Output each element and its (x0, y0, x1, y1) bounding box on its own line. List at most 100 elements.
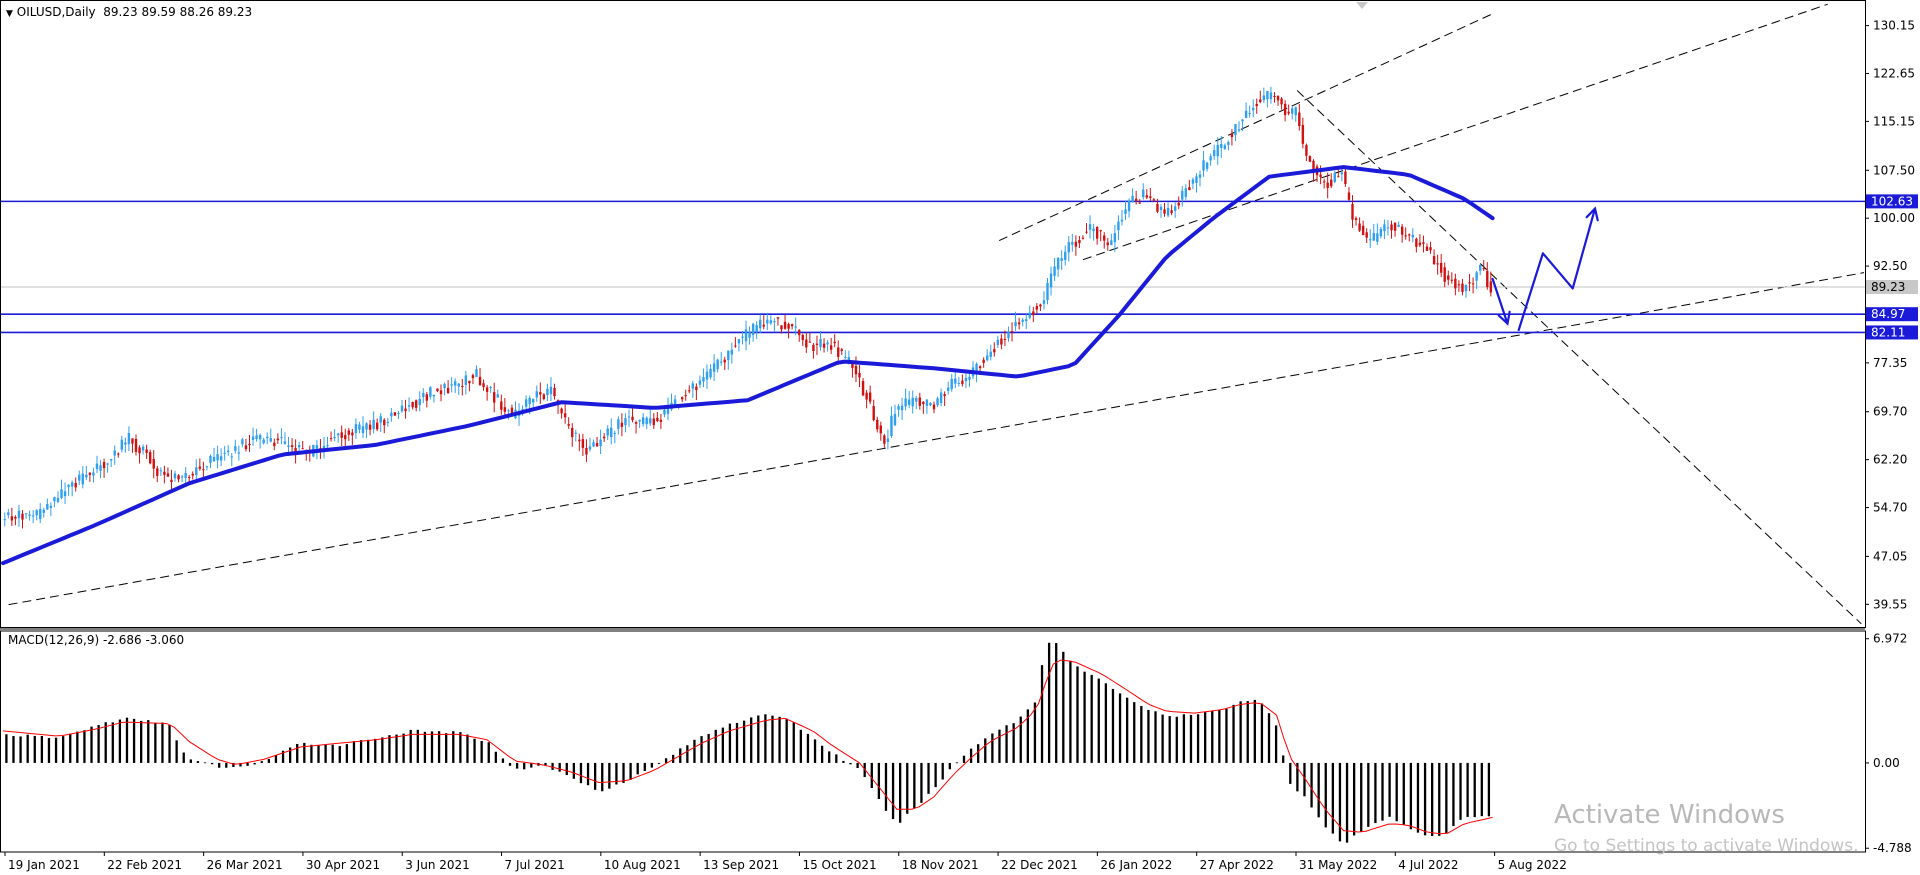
macd-bar (1310, 762, 1313, 808)
macd-bar (1438, 762, 1441, 836)
candle-body (968, 376, 971, 380)
candle (450, 377, 453, 393)
candle (24, 512, 28, 519)
macd-bar (969, 748, 973, 763)
candle (177, 474, 180, 483)
candle (822, 338, 826, 353)
candle-body (695, 386, 698, 391)
macd-bar (1047, 642, 1051, 763)
symbol-timeframe: OILUSD,Daily (16, 5, 96, 19)
drawn-arrow-1[interactable] (1491, 277, 1511, 326)
candle-body (801, 335, 804, 341)
drawn-arrows[interactable] (1491, 206, 1599, 332)
trendline-3[interactable] (998, 13, 1493, 241)
macd-bar (140, 720, 143, 763)
candle-body (134, 438, 138, 452)
trendline-5[interactable] (1296, 90, 1862, 625)
candle-body (606, 428, 609, 436)
macd-bar (1317, 762, 1320, 818)
candle-body (641, 417, 645, 425)
macd-bar (998, 729, 1001, 763)
candle-body (152, 458, 155, 469)
candle-body (457, 383, 460, 387)
candle (982, 357, 985, 368)
candle-body (170, 479, 173, 483)
candle-body (21, 513, 24, 520)
macd-bar (274, 755, 278, 763)
candle (393, 412, 397, 417)
candle-body (85, 474, 88, 478)
candle (829, 337, 833, 354)
candle-body (1216, 144, 1219, 157)
macd-bar (1487, 762, 1491, 817)
candle-body (900, 405, 904, 411)
x-tick-label: 26 Mar 2021 (207, 858, 283, 872)
candle-body (744, 329, 748, 342)
candle-body (315, 445, 319, 452)
candle-body (1273, 95, 1276, 97)
candle (1014, 311, 1017, 331)
horizontal-levels[interactable] (1, 200, 1865, 334)
candle (641, 413, 645, 427)
candle-body (347, 430, 350, 435)
macd-bar (565, 762, 568, 776)
macd-bar (1125, 697, 1129, 763)
candle (1071, 233, 1074, 252)
drawn-arrow-2[interactable] (1517, 206, 1599, 332)
macd-bar (1076, 666, 1079, 763)
collapse-arrow-icon[interactable]: ▼ (6, 9, 13, 19)
candle (329, 431, 333, 442)
macd-bar (906, 762, 909, 814)
candle-body (865, 392, 868, 400)
trendline-1[interactable] (8, 332, 1530, 606)
candle-body (301, 448, 304, 450)
candle (890, 406, 893, 438)
candle (592, 439, 595, 448)
macd-bar (1083, 671, 1086, 763)
trendline-4[interactable] (1082, 3, 1828, 261)
candle-body (1120, 219, 1124, 222)
candle-body (1117, 221, 1120, 231)
shift-marker-icon[interactable] (1356, 2, 1368, 9)
macd-bar (828, 751, 831, 763)
trendline-2[interactable] (1529, 272, 1865, 334)
candle-body (1266, 91, 1269, 100)
candle (1142, 183, 1145, 200)
candle-body (610, 427, 613, 438)
candle-body (996, 339, 1000, 345)
candle-body (532, 398, 535, 403)
macd-bar (835, 754, 838, 763)
candle-body (829, 345, 833, 350)
candle-body (1429, 247, 1432, 251)
candle (212, 447, 216, 462)
candle (698, 375, 702, 388)
candle (120, 435, 124, 453)
candle (56, 491, 60, 504)
candle (730, 342, 734, 364)
candle-body (56, 498, 60, 502)
candle-body (344, 435, 347, 440)
macd-bar (97, 725, 100, 763)
candle (773, 318, 776, 333)
macd-bar (700, 736, 703, 763)
trendlines[interactable] (8, 3, 1865, 625)
macd-bar (1111, 688, 1115, 763)
candle-body (195, 467, 198, 475)
candle-body (943, 394, 946, 396)
candle-body (624, 418, 627, 426)
macd-bar (203, 762, 207, 764)
macd-bar (1274, 725, 1278, 763)
candle-body (1205, 162, 1209, 169)
candle-body (854, 365, 858, 375)
price-tag-label: 82.11 (1871, 325, 1905, 339)
candle (276, 433, 280, 444)
macd-bar (430, 731, 434, 763)
candle-body (688, 390, 691, 392)
candle (1454, 273, 1457, 296)
macd-bar (977, 744, 980, 763)
candle (131, 438, 134, 453)
candle-body (939, 392, 943, 403)
macd-bar (1360, 762, 1363, 832)
candle (436, 388, 439, 393)
